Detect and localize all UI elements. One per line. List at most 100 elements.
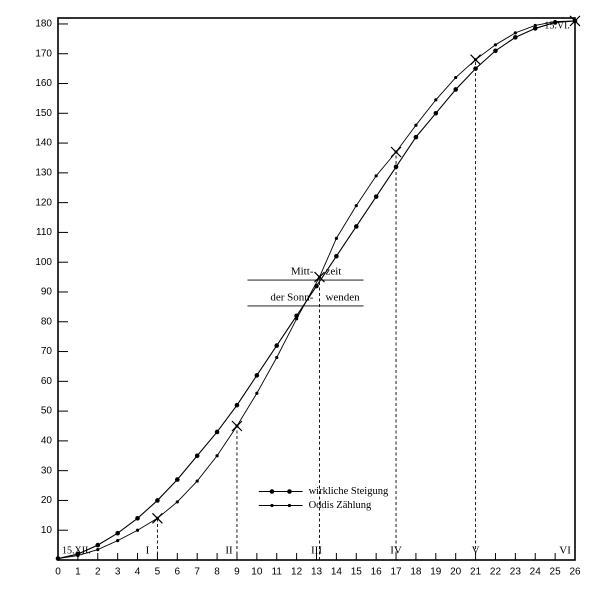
series-point [56,557,59,560]
series-point [115,531,120,536]
x-tick-label: 15 [351,567,363,578]
legend-swatch-dot [287,489,292,494]
x-tick-label: 10 [251,567,263,578]
series-point [155,498,160,503]
x-tick-label: 26 [569,567,581,578]
series-point [334,254,339,259]
y-tick-label: 50 [41,406,53,417]
y-tick-label: 20 [41,495,53,506]
series-point [434,98,437,101]
series-point [473,66,478,71]
x-tick-label: 18 [410,567,422,578]
x-tick-label: 2 [95,567,101,578]
y-tick-label: 140 [35,138,52,149]
y-tick-label: 130 [35,167,52,178]
series-line-1 [58,21,575,559]
y-tick-label: 10 [41,525,53,536]
series-point [355,204,358,207]
series-point [175,477,180,482]
series-point [274,343,279,348]
x-tick-label: 24 [530,567,542,578]
series-point [493,48,498,53]
y-tick-label: 60 [41,376,53,387]
series-point [255,373,260,378]
series-cross [152,513,162,523]
x-tick-label: 5 [155,567,161,578]
roman-month-label: VI [559,545,571,557]
series-point [414,124,417,127]
roman-month-label: II [225,545,233,557]
y-tick-label: 80 [41,316,53,327]
series-point [394,165,399,170]
series-point [494,43,497,46]
x-tick-label: 6 [175,567,181,578]
center-label-text: der Sonn- [270,291,313,303]
x-tick-label: 9 [234,567,240,578]
series-point [195,453,200,458]
x-tick-label: 19 [430,567,442,578]
y-tick-label: 70 [41,346,53,357]
legend-label: Oddis Zählung [309,500,372,511]
x-tick-label: 21 [470,567,482,578]
y-tick-label: 170 [35,48,52,59]
y-tick-label: 180 [35,19,52,30]
x-tick-label: 13 [311,567,323,578]
corner-label-start: 15.XII. [62,545,91,556]
x-tick-label: 16 [371,567,383,578]
series-point [434,111,439,116]
y-tick-label: 100 [35,257,52,268]
x-tick-label: 8 [214,567,220,578]
plot-frame [58,18,575,560]
y-tick-label: 40 [41,436,53,447]
series-line-0 [58,21,575,559]
x-tick-label: 1 [75,567,81,578]
x-tick-label: 0 [55,567,61,578]
roman-month-label: III [311,545,322,557]
solar-altitude-chart: 1020304050607080901001101201301401501601… [0,0,597,590]
series-point [135,516,140,521]
series-point [215,454,218,457]
series-point [196,479,199,482]
series-point [116,539,119,542]
series-point [534,24,537,27]
series-point [514,31,517,34]
series-point [136,529,139,532]
series-point [235,403,240,408]
x-tick-label: 25 [550,567,562,578]
series-point [453,87,458,92]
series-point [275,356,278,359]
center-label-text: Mitt- [291,266,314,278]
x-tick-label: 17 [390,567,402,578]
y-tick-label: 160 [35,78,52,89]
center-label-text: wenden [325,291,360,303]
series-point [335,237,338,240]
legend-swatch-dot [270,504,273,507]
series-point [513,35,518,40]
x-tick-label: 23 [510,567,522,578]
x-tick-label: 3 [115,567,121,578]
x-tick-label: 11 [272,567,283,578]
series-point [96,548,99,551]
x-tick-label: 12 [291,567,303,578]
x-tick-label: 20 [450,567,462,578]
x-tick-label: 22 [490,567,502,578]
legend-label: wirkliche Steigung [309,486,389,497]
x-tick-label: 14 [331,567,343,578]
series-point [454,76,457,79]
roman-month-label: I [146,545,150,557]
series-point [255,392,258,395]
y-tick-label: 90 [41,287,53,298]
series-point [354,224,359,229]
y-tick-label: 110 [36,227,52,238]
series-point [215,430,220,435]
series-point [176,500,179,503]
series-point [374,194,379,199]
series-point [375,174,378,177]
x-tick-label: 7 [194,567,200,578]
y-tick-label: 120 [35,197,52,208]
legend-swatch-dot [270,489,275,494]
y-tick-label: 150 [35,108,52,119]
series-cross [232,421,242,431]
x-tick-label: 4 [135,567,141,578]
series-point [414,135,419,140]
